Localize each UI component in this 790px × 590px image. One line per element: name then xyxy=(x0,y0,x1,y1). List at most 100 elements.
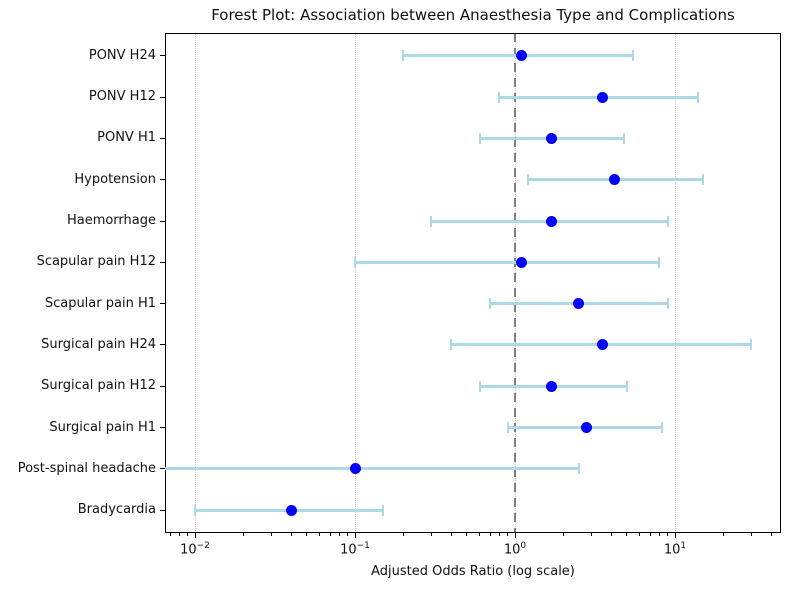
x-minor-tick xyxy=(242,533,244,536)
error-bar-cap-right xyxy=(625,380,628,392)
y-category-label: Bradycardia xyxy=(77,502,156,518)
x-gridline xyxy=(195,33,196,533)
y-category-label: Surgical pain H12 xyxy=(41,378,156,394)
y-category-label: Scapular pain H1 xyxy=(44,295,156,311)
y-category-label: Scapular pain H12 xyxy=(36,254,156,270)
error-bar xyxy=(165,467,579,471)
x-minor-tick xyxy=(750,533,752,536)
odds-ratio-point xyxy=(581,422,593,434)
error-bar-cap-left xyxy=(354,256,356,268)
y-category-label: Surgical pain H1 xyxy=(49,419,156,435)
error-bar-cap-right xyxy=(666,215,669,227)
x-minor-tick xyxy=(450,533,452,536)
error-bar-cap-right xyxy=(658,256,661,268)
y-category-label: Hypotension xyxy=(74,171,156,187)
y-category-label: Haemorrhage xyxy=(66,213,156,229)
reference-line-or-1 xyxy=(514,33,516,533)
x-minor-tick xyxy=(667,533,669,536)
error-bar-cap-left xyxy=(478,132,481,144)
y-tick xyxy=(160,385,165,387)
x-minor-tick xyxy=(590,533,592,536)
odds-ratio-point xyxy=(546,380,558,392)
x-minor-tick xyxy=(338,533,340,536)
x-minor-tick xyxy=(610,533,612,536)
y-tick xyxy=(160,55,165,57)
x-minor-tick xyxy=(319,533,320,536)
y-tick xyxy=(160,96,165,98)
x-minor-tick xyxy=(770,533,772,536)
y-tick xyxy=(160,220,165,222)
error-bar-cap-left xyxy=(526,174,529,186)
x-minor-tick xyxy=(290,533,292,536)
y-tick xyxy=(160,427,165,429)
error-bar-cap-left xyxy=(506,422,509,434)
odds-ratio-point xyxy=(596,339,608,351)
x-minor-tick xyxy=(178,533,180,536)
odds-ratio-point xyxy=(609,174,621,186)
error-bar-cap-left xyxy=(489,298,492,310)
x-major-tick xyxy=(194,533,196,538)
y-tick xyxy=(160,344,165,346)
x-minor-tick xyxy=(329,533,331,536)
y-tick xyxy=(160,509,165,511)
odds-ratio-point xyxy=(516,256,528,268)
odds-ratio-point xyxy=(573,298,585,310)
error-bar-cap-left xyxy=(498,91,501,103)
x-minor-tick xyxy=(402,533,404,536)
error-bar-cap-left xyxy=(194,504,196,516)
x-minor-tick xyxy=(658,533,660,536)
x-gridline xyxy=(355,33,356,533)
x-tick-label: 10−2 xyxy=(180,541,210,558)
x-minor-tick xyxy=(498,533,500,536)
error-bar-cap-right xyxy=(697,91,700,103)
x-minor-tick xyxy=(562,533,564,536)
x-axis-label: Adjusted Odds Ratio (log scale) xyxy=(371,564,575,579)
x-minor-tick xyxy=(347,533,349,536)
x-minor-tick xyxy=(626,533,628,536)
x-minor-tick xyxy=(639,533,640,536)
y-tick xyxy=(160,179,165,181)
error-bar-cap-left xyxy=(430,215,433,227)
x-minor-tick xyxy=(270,533,272,536)
chart-title: Forest Plot: Association between Anaesth… xyxy=(211,6,735,24)
x-tick-label: 10−1 xyxy=(340,541,370,558)
x-gridline xyxy=(675,33,676,533)
error-bar-cap-left xyxy=(478,380,481,392)
x-minor-tick xyxy=(649,533,651,536)
error-bar-cap-right xyxy=(382,504,385,516)
x-minor-tick xyxy=(466,533,468,536)
y-tick xyxy=(160,303,165,305)
y-category-label: Surgical pain H24 xyxy=(41,336,156,352)
x-minor-tick xyxy=(489,533,491,536)
y-category-label: PONV H12 xyxy=(88,89,156,105)
y-tick xyxy=(160,468,165,470)
x-minor-tick xyxy=(507,533,509,536)
y-category-label: Post-spinal headache xyxy=(17,460,156,476)
error-bar-cap-right xyxy=(702,174,705,186)
odds-ratio-point xyxy=(349,463,361,475)
odds-ratio-point xyxy=(596,91,608,103)
x-minor-tick xyxy=(479,533,480,536)
error-bar-cap-right xyxy=(666,298,669,310)
odds-ratio-point xyxy=(546,215,558,227)
error-bar-cap-left xyxy=(402,50,405,62)
error-bar xyxy=(355,260,660,264)
plot-area-border xyxy=(165,33,781,533)
y-category-label: PONV H24 xyxy=(88,47,156,63)
odds-ratio-point xyxy=(285,504,297,516)
y-category-label: PONV H1 xyxy=(97,130,156,146)
x-tick-label: 100 xyxy=(503,541,527,558)
error-bar-cap-right xyxy=(750,339,753,351)
error-bar-cap-left xyxy=(450,339,453,351)
x-minor-tick xyxy=(169,533,171,536)
x-major-tick xyxy=(674,533,676,538)
x-minor-tick xyxy=(722,533,724,536)
x-major-tick xyxy=(354,533,356,538)
x-tick-label: 101 xyxy=(663,541,687,558)
y-tick xyxy=(160,137,165,139)
x-minor-tick xyxy=(187,533,189,536)
error-bar-cap-right xyxy=(622,132,625,144)
odds-ratio-point xyxy=(546,132,558,144)
x-major-tick xyxy=(514,533,516,538)
